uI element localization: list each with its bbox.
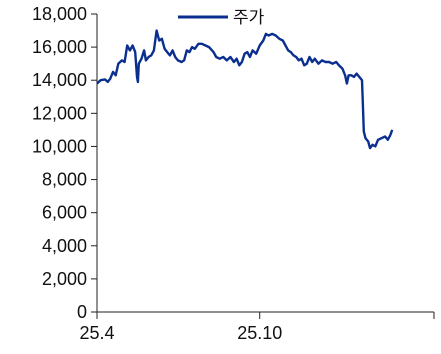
x-tick-label: 25.4: [79, 323, 114, 343]
y-tick-label: 4,000: [42, 236, 87, 256]
y-tick-label: 0: [77, 302, 87, 322]
y-axis: 0 2,000 4,000 6,000 8,000 10,000 12,000 14,000 1…: [32, 4, 98, 322]
x-axis: 25.4 25.10: [79, 311, 435, 343]
series-line: [96, 29, 394, 150]
y-tick-label: 6,000: [42, 203, 87, 223]
legend-label: 주가: [233, 8, 265, 27]
y-tick-label: 16,000: [32, 37, 87, 57]
y-tick-label: 14,000: [32, 70, 87, 90]
legend: 주가: [178, 8, 265, 27]
x-tick-label: 25.10: [237, 323, 282, 343]
y-tick-label: 2,000: [42, 269, 87, 289]
y-tick-label: 18,000: [32, 4, 87, 24]
series-layer: [96, 29, 394, 150]
y-tick-label: 12,000: [32, 103, 87, 123]
y-tick-label: 10,000: [32, 136, 87, 156]
y-tick-label: 8,000: [42, 170, 87, 190]
